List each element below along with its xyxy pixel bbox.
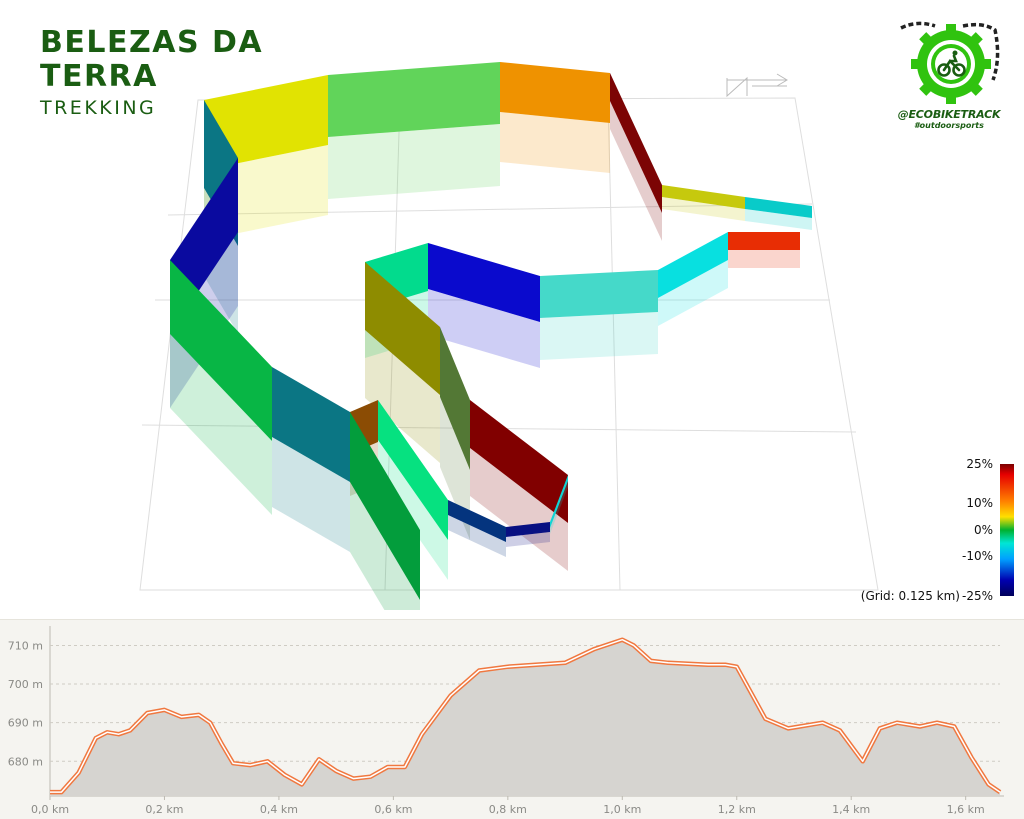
elevation-line-inner <box>50 638 1001 793</box>
track-wall-segment <box>440 327 470 470</box>
page-title-line2: TERRA <box>40 59 158 94</box>
y-tick-label: 690 m <box>8 717 43 730</box>
gradient-legend: 25% 10% 0% -10% (Grid: 0.125 km) -25% <box>860 453 1024 605</box>
track-wall-shadow <box>500 112 610 173</box>
track-wall-segment <box>350 412 420 600</box>
legend-label-minus10: -10% <box>961 549 993 563</box>
x-tick-label: 1,6 km <box>947 803 985 816</box>
track-wall-segment <box>728 232 800 250</box>
track-wall-segment <box>662 185 745 209</box>
x-tick-label: 0,2 km <box>145 803 183 816</box>
track-wall-segment <box>272 367 350 482</box>
track-wall-segment <box>610 73 662 213</box>
elevation-area <box>50 639 1000 796</box>
x-tick-label: 1,0 km <box>603 803 641 816</box>
track-wall-shadow <box>440 397 470 540</box>
track-wall-shadow <box>662 197 745 221</box>
y-tick-label: 700 m <box>8 678 43 691</box>
activity-subtitle: TREKKING <box>40 97 157 119</box>
cyclist-gear-chain-icon <box>900 21 1000 104</box>
track-wall-shadow <box>448 515 506 557</box>
track-wall-segment <box>658 232 728 298</box>
track-wall-shadow <box>658 260 728 326</box>
track-wall-segment <box>170 260 272 441</box>
track-wall-shadow <box>328 124 500 199</box>
track-wall-shadow <box>540 312 658 360</box>
title-block: BELEZAS DA TERRA TREKKING <box>40 25 264 120</box>
track-wall-segment <box>378 400 448 540</box>
track-wall-shadow <box>272 437 350 552</box>
x-tick-label: 1,4 km <box>832 803 870 816</box>
legend-label-0: 0% <box>973 523 993 537</box>
track-wall-shadow <box>170 334 272 515</box>
track-wall-shadow <box>470 448 568 571</box>
track-wall-segment <box>540 270 658 318</box>
y-tick-label: 680 m <box>8 755 43 768</box>
track-wall-shadow <box>610 101 662 241</box>
legend-label-25: 25% <box>966 457 993 471</box>
legend-label-10: 10% <box>966 496 993 510</box>
track-wall-segment <box>470 400 568 523</box>
legend-grid-note: (Grid: 0.125 km) <box>860 589 960 603</box>
track-wall-shadow <box>378 440 448 580</box>
track-wall-segment <box>204 75 328 170</box>
y-tick-label: 710 m <box>8 639 43 652</box>
logo-tagline: #outdoorsports <box>914 121 984 130</box>
track-wall-shadow <box>350 482 420 610</box>
track-wall-segment <box>365 262 440 395</box>
track-wall-shadow <box>550 481 568 534</box>
track-wall-segment <box>745 197 812 218</box>
x-tick-label: 0,0 km <box>31 803 69 816</box>
track-3d-map <box>139 62 879 610</box>
elevation-profile-chart: 680 m 690 m 700 m 710 m 0,0 km 0,2 km 0,4 km 0,… <box>8 626 1004 816</box>
elevation-profile-panel: 680 m 690 m 700 m 710 m 0,0 km 0,2 km 0,4 km 0,… <box>0 619 1024 819</box>
gradient-color-bar <box>1000 464 1014 596</box>
track-wall-shadow <box>728 250 800 268</box>
track-wall-segment <box>506 522 550 537</box>
track-wall-segment <box>428 243 540 322</box>
legend-label-minus25: -25% <box>961 589 993 603</box>
logo-handle: @ECOBIKETRACK <box>897 108 1001 121</box>
x-tick-label: 1,2 km <box>718 803 756 816</box>
page-title-line1: BELEZAS DA <box>40 25 264 60</box>
track-wall-shadow <box>365 330 440 463</box>
brand-logo: @ECOBIKETRACK #outdoorsports <box>893 18 1005 138</box>
track-wall-segment <box>328 62 500 137</box>
track-wall-segment <box>500 62 610 123</box>
track-walls <box>170 62 812 610</box>
north-arrow-icon <box>726 73 788 98</box>
x-tick-label: 0,4 km <box>260 803 298 816</box>
track-wall-shadow <box>745 209 812 230</box>
track-wall-shadow <box>428 289 540 368</box>
x-tick-label: 0,6 km <box>374 803 412 816</box>
track-wall-segment <box>550 475 568 528</box>
x-tick-label: 0,8 km <box>489 803 527 816</box>
track-wall-segment <box>448 500 506 542</box>
